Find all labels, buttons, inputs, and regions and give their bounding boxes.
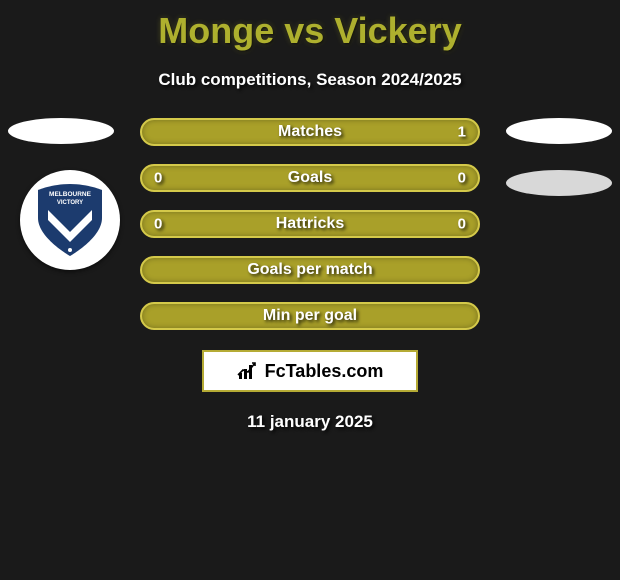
stat-value-left: 0 — [154, 170, 162, 187]
stat-value-right: 0 — [458, 216, 466, 233]
stat-label: Hattricks — [276, 215, 344, 233]
stat-value-right: 0 — [458, 170, 466, 187]
player-placeholder-right-1 — [506, 118, 612, 144]
club-badge-left: MELBOURNE VICTORY — [20, 170, 120, 270]
melbourne-victory-crest-icon: MELBOURNE VICTORY — [30, 180, 110, 260]
season-subtitle: Club competitions, Season 2024/2025 — [0, 70, 620, 90]
stat-label: Goals — [288, 169, 332, 187]
snapshot-date: 11 january 2025 — [0, 412, 620, 432]
stats-area: MELBOURNE VICTORY Matches 1 0 Goals 0 0 … — [0, 118, 620, 432]
stat-label: Matches — [278, 123, 342, 141]
stat-row-goals-per-match: Goals per match — [140, 256, 480, 284]
stat-value-left: 0 — [154, 216, 162, 233]
brand-text: FcTables.com — [265, 361, 384, 382]
stat-rows: Matches 1 0 Goals 0 0 Hattricks 0 Goals … — [140, 118, 480, 330]
stat-row-goals: 0 Goals 0 — [140, 164, 480, 192]
svg-text:MELBOURNE: MELBOURNE — [49, 191, 92, 198]
stat-label: Min per goal — [263, 307, 357, 325]
player-placeholder-left — [8, 118, 114, 144]
comparison-title: Monge vs Vickery — [0, 0, 620, 52]
stat-row-hattricks: 0 Hattricks 0 — [140, 210, 480, 238]
bar-chart-icon — [237, 361, 261, 381]
svg-text:VICTORY: VICTORY — [57, 200, 83, 206]
brand-box[interactable]: FcTables.com — [202, 350, 418, 392]
stat-value-right: 1 — [458, 124, 466, 141]
stat-label: Goals per match — [247, 261, 372, 279]
stat-row-matches: Matches 1 — [140, 118, 480, 146]
stat-row-min-per-goal: Min per goal — [140, 302, 480, 330]
player-placeholder-right-2 — [506, 170, 612, 196]
